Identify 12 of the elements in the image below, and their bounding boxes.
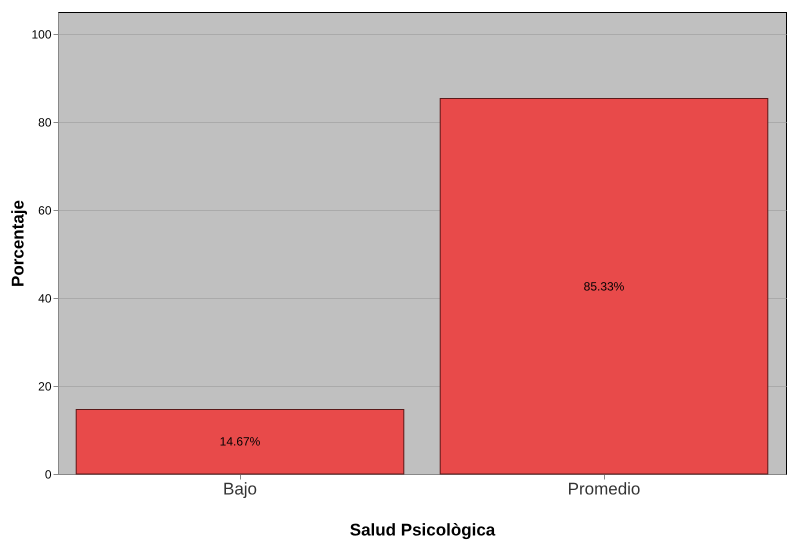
x-tick-label: Promedio xyxy=(568,480,640,498)
data-label: 14.67% xyxy=(220,434,261,449)
x-tick-label: Bajo xyxy=(222,480,258,498)
y-axis-title: Porcentaje xyxy=(8,200,28,287)
y-tick-label: 20 xyxy=(38,380,52,394)
y-tick-label: 40 xyxy=(38,292,52,306)
data-label: 85.33% xyxy=(584,279,625,294)
y-tick-label: 0 xyxy=(44,468,52,482)
x-axis-title: Salud Psicològica xyxy=(350,520,496,540)
y-tick-label: 60 xyxy=(38,204,52,218)
y-tick-label: 100 xyxy=(31,28,52,42)
y-tick-label: 80 xyxy=(38,116,52,130)
